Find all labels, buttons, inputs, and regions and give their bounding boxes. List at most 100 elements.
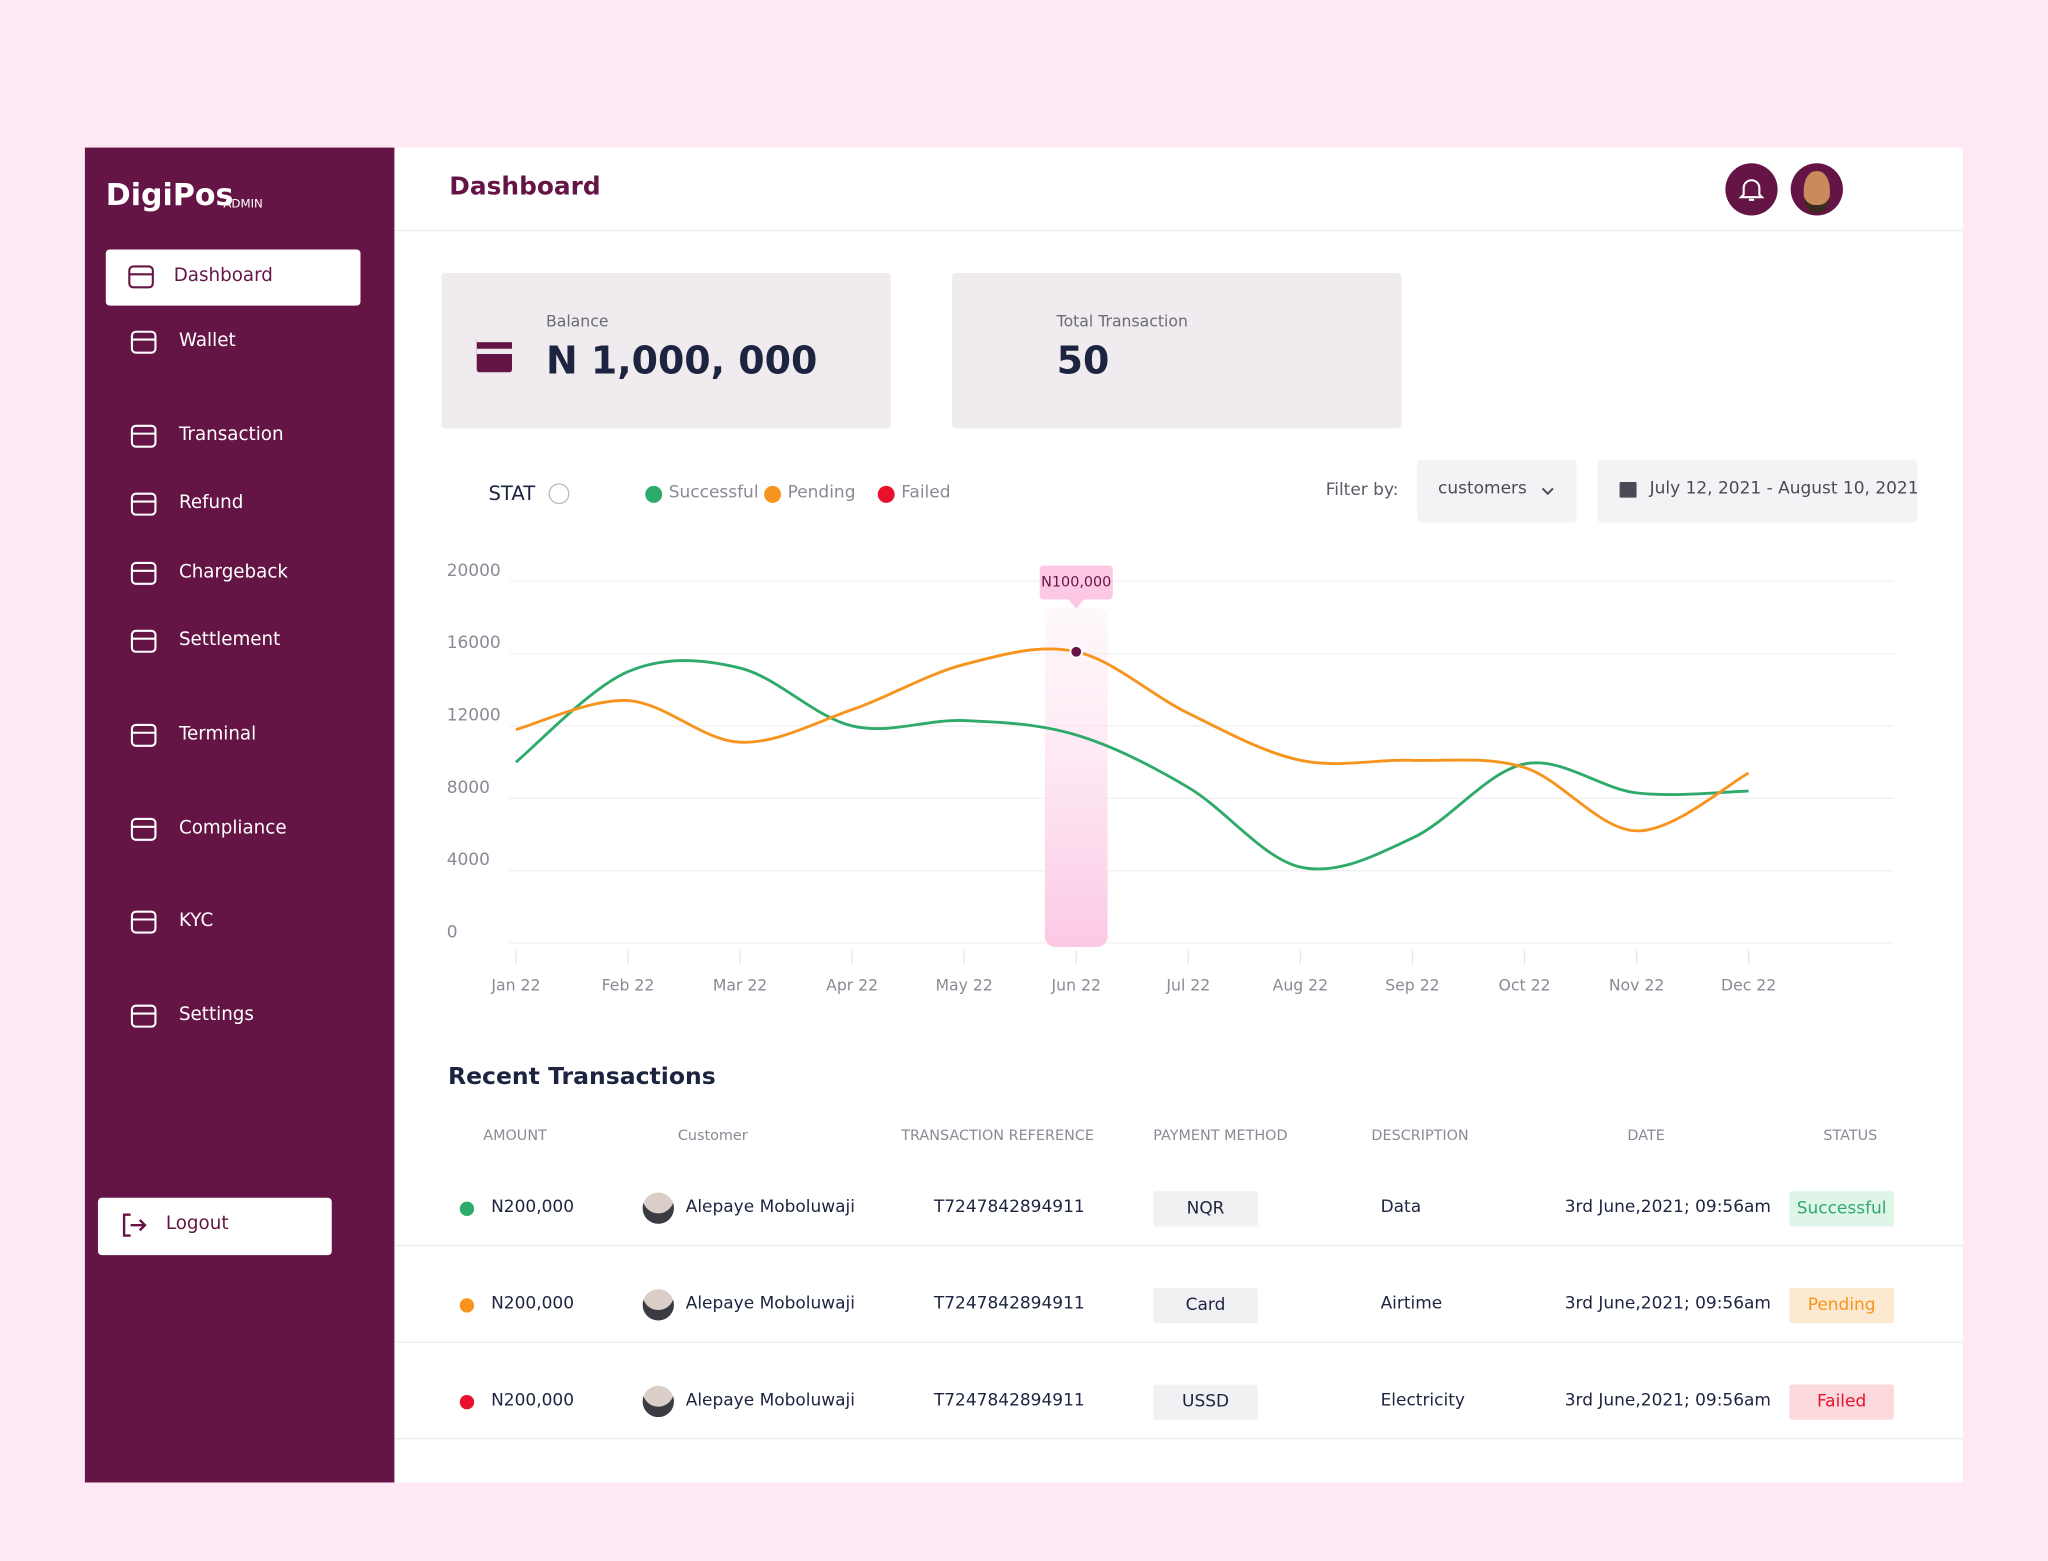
y-tick-label: 16000 <box>447 633 501 653</box>
description: Airtime <box>1380 1294 1443 1314</box>
info-icon <box>548 483 570 505</box>
nav-item[interactable]: Dashboard <box>173 265 273 287</box>
nav-item[interactable]: Transaction <box>178 424 284 446</box>
customer-avatar <box>642 1192 674 1224</box>
card-label: Balance <box>545 312 609 331</box>
nav-icon <box>130 330 157 354</box>
card-label: Total Transaction <box>1056 312 1188 331</box>
legend-swatch <box>877 485 895 503</box>
highlight-band <box>1044 607 1108 947</box>
header-divider <box>394 229 1964 232</box>
nav-item[interactable]: Refund <box>178 492 244 514</box>
tooltip-arrow <box>1068 599 1085 609</box>
highlight-point <box>1069 644 1084 659</box>
customer-avatar <box>642 1385 674 1418</box>
nav-item[interactable]: Wallet <box>178 330 236 352</box>
tooltip-label: N100,000 <box>1041 575 1111 591</box>
y-tick-label: 20000 <box>447 561 501 581</box>
nav-icon <box>130 817 157 841</box>
avatar-face <box>1803 171 1830 213</box>
chevron-icon <box>1541 487 1554 496</box>
amount: N200,000 <box>491 1294 575 1314</box>
amount: N200,000 <box>491 1391 575 1411</box>
series-line <box>515 647 1750 833</box>
bell-icon <box>1738 179 1765 201</box>
logout-button[interactable]: Logout <box>165 1213 229 1235</box>
nav-active-bg <box>105 249 361 306</box>
date: 3rd June,2021; 09:56am <box>1564 1294 1771 1314</box>
filter-label: Filter by: <box>1325 480 1399 501</box>
y-tick-label: 12000 <box>447 705 501 725</box>
tooltip-bg <box>1039 565 1113 600</box>
nav-item[interactable]: Terminal <box>178 723 257 745</box>
status-dot <box>459 1201 475 1216</box>
transaction-card <box>952 272 1402 429</box>
reference: T7247842894911 <box>933 1391 1085 1411</box>
description: Data <box>1380 1197 1422 1218</box>
reference: T7247842894911 <box>933 1294 1085 1314</box>
x-tick-label: Mar 22 <box>713 976 767 995</box>
card-value: N 1,000, 000 <box>545 338 818 383</box>
y-tick-label: 8000 <box>447 778 490 798</box>
series-line <box>515 659 1749 871</box>
table-title: Recent Transactions <box>447 1063 716 1091</box>
description: Electricity <box>1380 1391 1465 1411</box>
column-header: STATUS <box>1823 1127 1878 1145</box>
legend-label: Failed <box>901 483 951 503</box>
column-header: TRANSACTION REFERENCE <box>901 1127 1094 1145</box>
nav-item[interactable]: KYC <box>178 910 214 932</box>
customer-avatar <box>642 1289 674 1321</box>
legend-label: Pending <box>787 483 856 503</box>
logout-bg <box>97 1197 332 1256</box>
date: 3rd June,2021; 09:56am <box>1564 1197 1771 1218</box>
column-header: PAYMENT METHOD <box>1153 1127 1288 1145</box>
brand-name: DigiPos <box>105 178 234 213</box>
sidebar <box>84 147 395 1483</box>
nav-icon <box>130 910 157 934</box>
customer: Alepaye Moboluwaji <box>685 1294 855 1314</box>
row-divider <box>394 1438 1964 1440</box>
chart: 0 4000 8000 12000 16000 20000 Jan 22 Feb 22 Mar … <box>447 561 1894 995</box>
calendar-icon <box>1619 481 1637 498</box>
reference: T7247842894911 <box>933 1197 1085 1218</box>
nav-icon <box>128 265 154 289</box>
nav-item[interactable]: Settlement <box>178 629 281 651</box>
x-tick-label: Jul 22 <box>1165 976 1210 995</box>
legend-label: Successful <box>668 483 759 503</box>
x-tick-label: Sep 22 <box>1385 976 1439 995</box>
nav-item[interactable]: Settings <box>178 1004 254 1026</box>
nav-icon <box>130 723 157 747</box>
nav-icon <box>130 1004 157 1028</box>
nav-item[interactable]: Chargeback <box>178 561 289 583</box>
status-pill: Successful <box>1789 1191 1894 1227</box>
method-pill: NQR <box>1153 1191 1258 1227</box>
column-header: Customer <box>677 1127 748 1145</box>
status-pill: Pending <box>1789 1287 1894 1324</box>
y-tick-label: 4000 <box>447 850 490 870</box>
notification-button[interactable] <box>1725 163 1778 216</box>
nav-icon <box>130 492 157 516</box>
x-tick-label: Dec 22 <box>1721 976 1776 995</box>
x-tick-label: Aug 22 <box>1273 976 1328 995</box>
column-header: AMOUNT <box>483 1127 547 1145</box>
column-header: DATE <box>1627 1127 1665 1145</box>
page-title: Dashboard <box>449 172 601 202</box>
y-tick-label: 0 <box>447 923 458 943</box>
customer: Alepaye Moboluwaji <box>685 1197 855 1218</box>
x-tick-label: Nov 22 <box>1609 976 1664 995</box>
legend-swatch <box>764 485 782 503</box>
date-range: July 12, 2021 - August 10, 2021 <box>1649 479 1919 499</box>
nav-item[interactable]: Compliance <box>178 817 287 839</box>
filter-value: customers <box>1438 479 1527 499</box>
row-divider <box>394 1244 1964 1247</box>
date-picker[interactable] <box>1597 459 1918 523</box>
column-header: DESCRIPTION <box>1371 1127 1469 1145</box>
nav-icon <box>130 424 157 448</box>
x-tick-label: Apr 22 <box>826 976 878 995</box>
x-tick-label: Oct 22 <box>1499 976 1551 995</box>
wallet-icon <box>476 336 512 373</box>
x-tick-label: Jan 22 <box>490 976 540 995</box>
customer: Alepaye Moboluwaji <box>685 1391 855 1411</box>
nav-icon <box>130 561 157 585</box>
